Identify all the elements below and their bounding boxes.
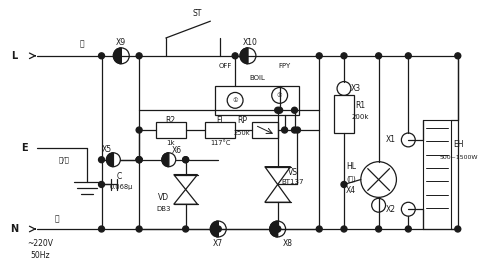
Circle shape [277,107,283,113]
Wedge shape [162,153,169,167]
Text: 棕: 棕 [80,39,84,49]
Circle shape [136,157,142,163]
Text: C: C [117,172,122,181]
Text: 50Hz: 50Hz [30,251,50,260]
Circle shape [183,157,189,163]
Text: 蓝: 蓝 [55,215,59,224]
Text: OFF: OFF [218,63,232,69]
Circle shape [275,107,281,113]
Bar [252,122,278,138]
Text: 117°C: 117°C [210,140,231,146]
Text: L: L [11,51,18,61]
Circle shape [375,226,381,232]
Wedge shape [210,221,218,237]
Text: ③: ③ [277,93,283,98]
Circle shape [136,53,142,59]
Bar [334,95,354,133]
Text: N: N [10,224,18,234]
Text: ①: ① [232,98,238,103]
Circle shape [136,127,142,133]
Circle shape [136,157,142,163]
Bar [423,120,451,229]
Circle shape [232,53,238,59]
Circle shape [291,127,297,133]
Text: EH: EH [453,140,464,149]
Circle shape [215,226,221,232]
Text: (红): (红) [346,175,356,182]
Circle shape [282,127,288,133]
Circle shape [275,226,281,232]
Circle shape [291,107,297,113]
Bar [206,122,235,138]
Circle shape [341,53,347,59]
Bar [156,122,186,138]
Circle shape [183,157,189,163]
Text: R1: R1 [355,101,365,110]
Text: FL: FL [216,116,225,125]
Wedge shape [114,48,122,64]
Circle shape [316,53,322,59]
Text: 1k: 1k [166,140,175,146]
Text: ②: ② [282,128,288,133]
Text: X5: X5 [101,145,112,154]
Circle shape [455,53,461,59]
Text: VD: VD [158,193,169,202]
Text: 200k: 200k [351,114,369,120]
Text: R2: R2 [165,116,176,125]
Text: X4: X4 [346,186,356,195]
Text: BOIL: BOIL [249,75,265,81]
Circle shape [341,226,347,232]
Text: X2: X2 [385,205,396,214]
Text: 0.068μ: 0.068μ [110,184,133,191]
Text: X10: X10 [243,38,257,47]
Circle shape [455,226,461,232]
Circle shape [406,53,412,59]
Text: ST: ST [193,9,202,18]
Circle shape [316,226,322,232]
Circle shape [99,157,105,163]
Text: VS: VS [288,168,297,177]
Circle shape [136,157,142,163]
Text: X3: X3 [351,84,361,93]
Wedge shape [107,153,114,167]
Text: 250k: 250k [234,130,250,136]
Text: 500~1500W: 500~1500W [440,155,478,160]
Circle shape [406,226,412,232]
Text: BT137: BT137 [281,180,304,185]
Circle shape [99,181,105,187]
Circle shape [183,226,189,232]
Circle shape [99,53,105,59]
Circle shape [294,127,300,133]
Text: ~220V: ~220V [27,239,53,248]
Wedge shape [270,221,278,237]
Text: 黄/绿: 黄/绿 [58,157,69,163]
Text: X1: X1 [385,135,396,144]
Circle shape [136,226,142,232]
Text: HL: HL [346,162,356,171]
Text: E: E [21,143,28,153]
Text: X8: X8 [283,239,292,248]
Text: RP: RP [237,116,247,125]
Text: X7: X7 [213,239,223,248]
Text: X6: X6 [172,146,182,155]
Circle shape [375,53,381,59]
Circle shape [341,181,347,187]
Text: FPY: FPY [279,63,291,69]
Wedge shape [240,48,248,64]
Text: DB3: DB3 [157,206,171,212]
Bar [215,85,299,115]
Circle shape [275,226,281,232]
Text: X9: X9 [116,38,126,47]
Circle shape [99,226,105,232]
